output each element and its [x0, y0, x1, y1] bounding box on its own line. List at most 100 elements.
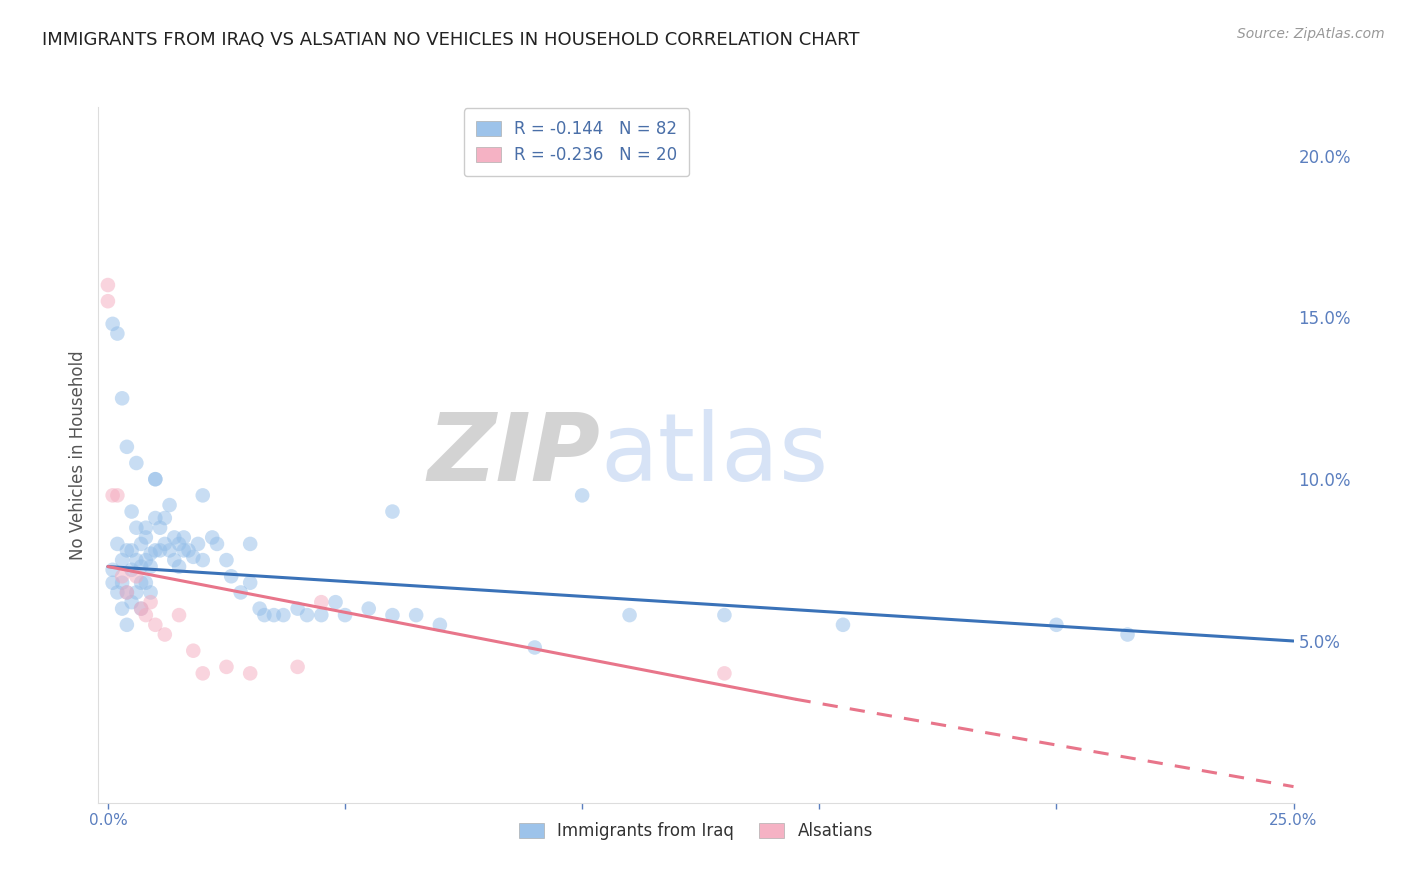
- Point: [177, 543, 200, 558]
- Point: [273, 608, 295, 623]
- Point: [153, 511, 176, 525]
- Point: [111, 569, 134, 583]
- Point: [115, 585, 138, 599]
- Point: [295, 608, 318, 623]
- Point: [153, 537, 176, 551]
- Point: [239, 537, 262, 551]
- Point: [311, 595, 333, 609]
- Point: [215, 553, 238, 567]
- Point: [249, 601, 271, 615]
- Point: [219, 569, 242, 583]
- Point: [121, 563, 143, 577]
- Point: [97, 278, 120, 293]
- Point: [139, 595, 162, 609]
- Point: [129, 559, 152, 574]
- Point: [381, 504, 404, 518]
- Point: [187, 537, 209, 551]
- Point: [101, 575, 124, 590]
- Point: [97, 294, 120, 309]
- Point: [111, 392, 134, 406]
- Point: [405, 608, 427, 623]
- Text: atlas: atlas: [600, 409, 828, 501]
- Point: [167, 537, 190, 551]
- Point: [215, 660, 238, 674]
- Point: [239, 575, 262, 590]
- Point: [139, 559, 162, 574]
- Point: [139, 547, 162, 561]
- Point: [111, 553, 134, 567]
- Point: [149, 521, 172, 535]
- Point: [143, 543, 166, 558]
- Point: [191, 488, 214, 502]
- Point: [167, 608, 190, 623]
- Point: [173, 531, 195, 545]
- Point: [115, 617, 138, 632]
- Point: [135, 531, 157, 545]
- Point: [121, 543, 143, 558]
- Point: [571, 488, 593, 502]
- Point: [191, 553, 214, 567]
- Point: [159, 498, 181, 512]
- Point: [105, 326, 128, 341]
- Point: [105, 537, 128, 551]
- Point: [125, 456, 148, 470]
- Point: [105, 585, 128, 599]
- Point: [115, 440, 138, 454]
- Point: [263, 608, 285, 623]
- Point: [129, 537, 152, 551]
- Text: ZIP: ZIP: [427, 409, 600, 501]
- Point: [149, 543, 172, 558]
- Point: [173, 543, 195, 558]
- Point: [129, 601, 152, 615]
- Point: [239, 666, 262, 681]
- Point: [191, 666, 214, 681]
- Point: [101, 488, 124, 502]
- Point: [121, 504, 143, 518]
- Y-axis label: No Vehicles in Household: No Vehicles in Household: [69, 350, 87, 560]
- Point: [253, 608, 276, 623]
- Point: [125, 569, 148, 583]
- Point: [429, 617, 451, 632]
- Point: [713, 608, 735, 623]
- Point: [229, 585, 252, 599]
- Point: [153, 627, 176, 641]
- Text: IMMIGRANTS FROM IRAQ VS ALSATIAN NO VEHICLES IN HOUSEHOLD CORRELATION CHART: IMMIGRANTS FROM IRAQ VS ALSATIAN NO VEHI…: [42, 31, 859, 49]
- Point: [287, 660, 309, 674]
- Point: [135, 608, 157, 623]
- Point: [125, 521, 148, 535]
- Point: [135, 521, 157, 535]
- Point: [181, 643, 204, 657]
- Point: [115, 585, 138, 599]
- Point: [619, 608, 641, 623]
- Point: [381, 608, 404, 623]
- Point: [159, 543, 181, 558]
- Point: [167, 559, 190, 574]
- Point: [181, 549, 204, 564]
- Point: [143, 511, 166, 525]
- Point: [311, 608, 333, 623]
- Point: [129, 575, 152, 590]
- Point: [832, 617, 855, 632]
- Point: [101, 317, 124, 331]
- Point: [101, 563, 124, 577]
- Point: [143, 617, 166, 632]
- Point: [1045, 617, 1067, 632]
- Point: [143, 472, 166, 486]
- Point: [125, 585, 148, 599]
- Point: [1116, 627, 1139, 641]
- Point: [205, 537, 228, 551]
- Point: [121, 595, 143, 609]
- Point: [135, 575, 157, 590]
- Point: [357, 601, 380, 615]
- Point: [163, 531, 186, 545]
- Point: [201, 531, 224, 545]
- Point: [163, 553, 186, 567]
- Text: Source: ZipAtlas.com: Source: ZipAtlas.com: [1237, 27, 1385, 41]
- Point: [111, 601, 134, 615]
- Point: [143, 472, 166, 486]
- Legend: Immigrants from Iraq, Alsatians: Immigrants from Iraq, Alsatians: [512, 815, 880, 847]
- Point: [287, 601, 309, 615]
- Point: [129, 601, 152, 615]
- Point: [325, 595, 347, 609]
- Point: [125, 553, 148, 567]
